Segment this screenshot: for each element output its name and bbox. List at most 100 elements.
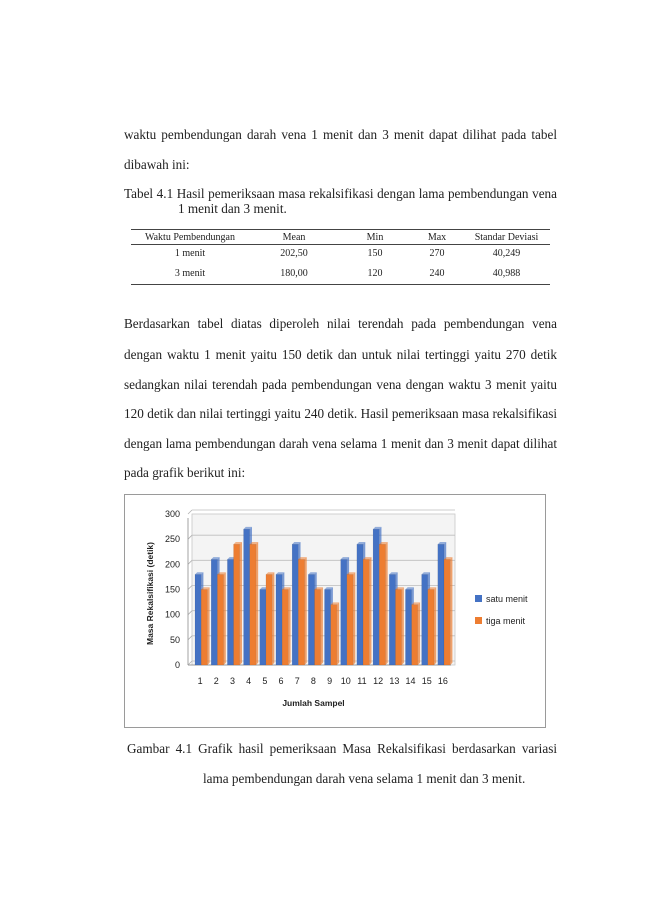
bar [372,528,380,666]
bar-top [275,572,285,575]
legend-swatch [475,617,482,624]
bar-top [201,587,210,590]
bar [291,544,299,666]
paragraph-line-1: Berdasarkan tabel diatas diperoleh nilai… [124,316,557,331]
bar-side [434,587,437,665]
bar-top [298,557,307,560]
bar-top [211,557,220,560]
x-tick-label: 10 [341,676,351,686]
cell: 150 [367,247,383,259]
bar-side [353,572,356,665]
bar [443,559,451,666]
y-tick-label: 300 [165,509,180,519]
bar-side [450,557,453,665]
bar-top [292,542,301,545]
bar [346,574,354,666]
x-tick-label: 3 [230,676,235,686]
gridline-depth [187,660,193,666]
bar-top [282,587,291,590]
header-waktu: Waktu Pembendungan [131,229,249,245]
x-tick-label: 2 [214,676,219,686]
bar-top [265,572,275,575]
bar-top [427,587,437,590]
cell: 40,988 [492,267,521,279]
bar [330,604,338,666]
gridline-depth [187,610,193,615]
gridline-depth [187,560,193,565]
bar-top [363,557,372,560]
y-tick-label: 0 [175,660,180,670]
bar [259,589,267,666]
bar [427,589,435,666]
bar-side [320,587,323,665]
bar [395,589,402,666]
bar [227,559,234,666]
bar-top [379,542,388,545]
table-row: 3 menit 180,00 120 240 40,988 [131,261,550,281]
cell: 202,50 [280,247,308,259]
bar-top [249,542,259,545]
table-caption-line-2: 1 menit dan 3 menit. [178,201,287,216]
results-table: Waktu Pembendungan Mean Min Max Standar … [131,229,550,281]
y-tick-label: 200 [165,559,180,569]
bar-side [401,587,404,665]
bar-top [340,557,350,560]
x-tick-label: 13 [389,676,399,686]
intro-line-1: waktu pembendungan darah vena 1 menit da… [124,127,557,142]
intro-line-2: dibawah ini: [124,157,190,172]
table-caption-line-1: Tabel 4.1 Hasil pemeriksaan masa rekalsi… [124,186,557,201]
legend-swatch [475,595,482,602]
bar-side [255,542,259,665]
x-tick-label: 12 [373,676,383,686]
bar [356,544,364,666]
bar [340,559,348,666]
cell: 3 menit [174,267,206,279]
bar-top [324,587,333,590]
bar-top [405,587,414,590]
table-bottom-rule [131,284,550,285]
table-row: 1 menit 202,50 150 270 40,249 [131,245,550,262]
bar [379,544,386,666]
x-axis-title: Jumlah Sampel [282,698,344,708]
bar [389,574,396,666]
paragraph-line-2: dengan waktu 1 menit yaitu 150 detik dan… [124,347,557,362]
bar-top [395,587,404,590]
x-tick-label: 7 [295,676,300,686]
y-tick-label: 250 [165,534,180,544]
x-tick-label: 16 [438,676,448,686]
bar-top [217,572,226,575]
bar-top [389,572,398,575]
bar [233,544,240,666]
bar-side [304,557,307,665]
bar [298,559,305,666]
bar [194,574,202,666]
x-tick-label: 5 [262,676,267,686]
bar-side [417,602,421,665]
bar [249,544,257,666]
gridline-depth [187,509,193,515]
bar [405,589,412,666]
x-tick-label: 15 [422,676,432,686]
bar [421,574,429,666]
header-mean: Mean [249,229,339,245]
bar-top [243,526,252,530]
header-sd: Standar Deviasi [463,229,550,245]
legend-label: tiga menit [486,616,526,626]
cell: 270 [429,247,445,259]
bar [324,589,331,666]
bar [200,589,208,666]
bar [243,528,250,666]
bar [217,574,224,666]
bar-top [330,602,340,605]
gridline-depth [187,534,193,540]
table-header-row: Waktu Pembendungan Mean Min Max Standar … [131,229,550,245]
figure-caption-line-1: Gambar 4.1 Grafik hasil pemeriksaan Masa… [127,741,557,756]
bar-top [444,557,453,560]
bar-side [336,602,340,665]
paragraph-line-4: 120 detik dan nilai tertinggi yaitu 240 … [124,406,557,421]
bar-top [308,572,317,575]
x-tick-label: 14 [406,676,416,686]
y-tick-label: 100 [165,610,180,620]
bar-top [437,542,447,545]
